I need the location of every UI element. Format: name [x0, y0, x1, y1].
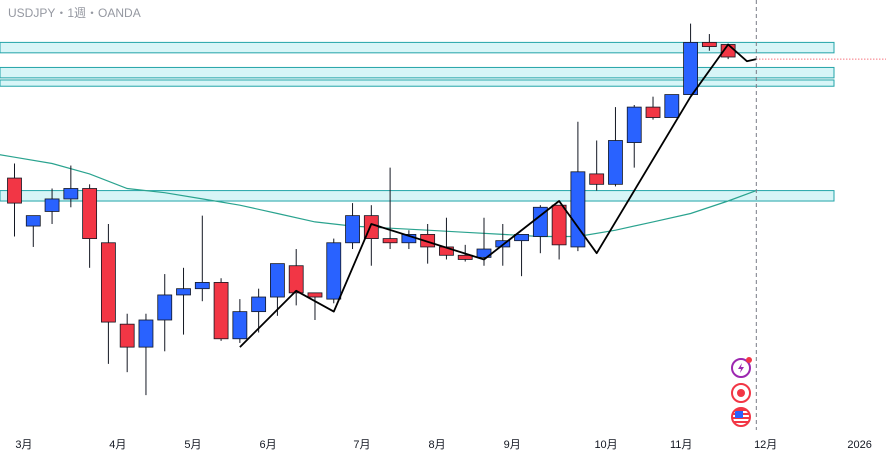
zone-band — [0, 41, 835, 54]
candle-body-down — [119, 323, 135, 348]
candle-body-up — [194, 282, 210, 290]
candle — [44, 188, 60, 224]
candle — [7, 163, 22, 237]
x-tick-label: 12月 — [754, 439, 777, 451]
candle — [138, 313, 154, 396]
candle — [683, 23, 698, 95]
symbol-label: USDJPY・1週・OANDA — [8, 6, 141, 20]
candle-body-up — [570, 171, 586, 248]
x-tick-label: 10月 — [594, 439, 617, 451]
candle — [82, 184, 98, 268]
record-icon[interactable] — [731, 383, 751, 403]
horizontal-zones — [0, 41, 835, 202]
candle-body-down — [288, 265, 304, 294]
candle — [326, 238, 342, 304]
candle — [307, 292, 323, 320]
x-tick-label: 6月 — [259, 439, 276, 451]
x-tick-label: 4月 — [109, 439, 126, 451]
candle-body-down — [645, 106, 661, 118]
candle — [157, 274, 173, 352]
x-tick-label: 9月 — [504, 439, 521, 451]
candle-body-up — [232, 311, 248, 340]
x-axis: 3月 4月 5月 6月 7月 8月 9月 10月 11月 12月 2026 — [15, 439, 872, 451]
candle-body-up — [25, 215, 41, 227]
candle — [213, 278, 229, 341]
candle — [270, 263, 285, 316]
candle-body-up — [176, 288, 191, 296]
candle-body-up — [157, 294, 173, 321]
candle — [608, 107, 623, 187]
x-tick-label: 7月 — [353, 439, 370, 451]
candle — [101, 223, 116, 364]
candle-body-up — [270, 263, 285, 298]
x-tick-label: 2026 — [847, 439, 871, 451]
candle-body-down — [701, 41, 717, 47]
candle-body-down — [457, 254, 473, 260]
candle — [551, 204, 567, 260]
candle — [119, 313, 135, 373]
candle — [626, 105, 642, 168]
zone-band — [0, 66, 835, 79]
x-tick-label: 5月 — [184, 439, 201, 451]
candle-body-down — [307, 292, 323, 298]
x-tick-label: 11月 — [670, 439, 692, 451]
candle-body-down — [551, 204, 567, 246]
candle — [345, 203, 360, 250]
candle — [194, 215, 210, 302]
us-flag-icon[interactable] — [731, 407, 751, 427]
candle-body-down — [420, 234, 436, 248]
candle — [401, 230, 417, 250]
x-tick-label: 8月 — [428, 439, 445, 451]
candle — [439, 217, 454, 260]
zone-band — [0, 79, 835, 87]
candle-body-down — [589, 173, 605, 185]
candle-body-up — [664, 94, 680, 118]
candle-body-up — [326, 242, 342, 300]
candle — [251, 288, 267, 333]
candle-body-down — [101, 242, 116, 323]
candle — [25, 215, 41, 247]
candle-body-up — [44, 198, 60, 212]
trend-line-layer — [239, 43, 757, 348]
candle — [514, 234, 529, 277]
candle-body-down — [213, 282, 229, 340]
candles-layer — [7, 23, 736, 396]
x-tick-label: 3月 — [15, 439, 32, 451]
candle-body-up — [514, 234, 529, 242]
candle-body-up — [683, 41, 698, 95]
candle-body-up — [345, 215, 360, 244]
trend-line — [239, 43, 757, 348]
candle-body-up — [608, 140, 623, 185]
candle-body-up — [251, 296, 267, 313]
candle-body-up — [138, 319, 154, 348]
candle-body-down — [82, 188, 98, 239]
candle — [63, 165, 79, 208]
candle — [232, 299, 248, 343]
candle — [420, 223, 436, 264]
candle — [382, 167, 398, 250]
candle-body-down — [382, 238, 398, 244]
overlay-layer — [755, 0, 886, 430]
candle — [645, 96, 661, 120]
candle — [570, 121, 586, 252]
candle-body-down — [7, 177, 22, 204]
candle-body-up — [626, 106, 642, 143]
candle — [664, 94, 680, 118]
candle — [176, 267, 191, 335]
candle — [288, 249, 304, 306]
candle — [589, 140, 605, 191]
zone-band — [0, 190, 835, 202]
candle-body-up — [63, 188, 79, 200]
lightning-icon[interactable] — [731, 357, 752, 378]
candle — [701, 34, 717, 51]
